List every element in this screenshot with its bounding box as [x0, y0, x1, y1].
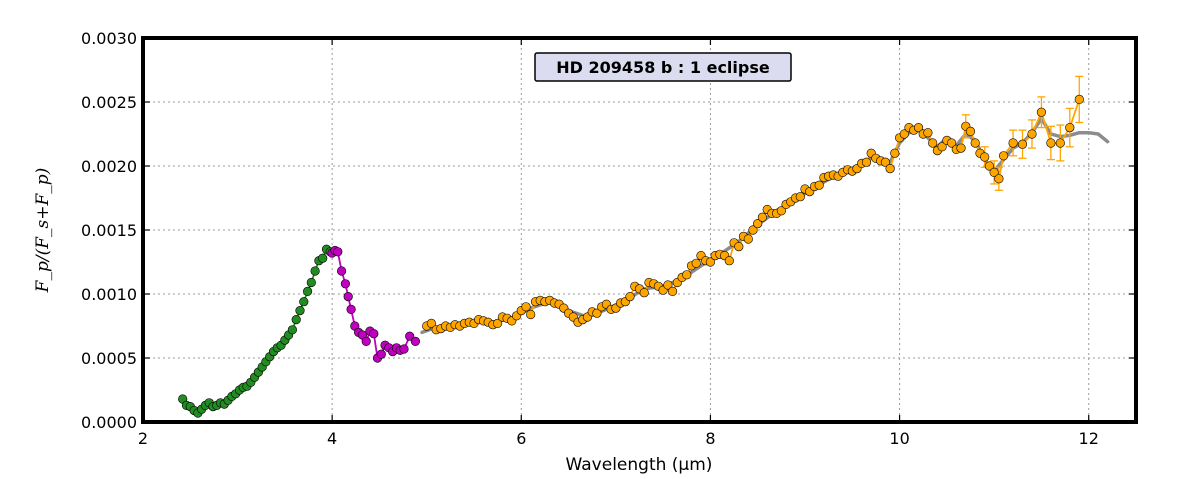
- data-point: [965, 126, 976, 136]
- data-point: [333, 247, 343, 257]
- data-point: [405, 331, 415, 341]
- series-line: [426, 99, 1081, 331]
- title-box-background: [534, 52, 792, 82]
- data-point: [956, 143, 966, 153]
- data-point: [663, 280, 673, 290]
- data-point: [1074, 94, 1084, 104]
- data-point: [369, 329, 379, 339]
- series-magenta: [327, 245, 421, 363]
- errorbar-group: [961, 75, 1084, 191]
- data-point: [705, 257, 716, 267]
- data-point: [890, 148, 900, 158]
- data-point: [1008, 138, 1018, 148]
- data-point: [340, 279, 351, 289]
- x-tick-label: 6: [516, 429, 526, 448]
- data-point: [734, 242, 744, 252]
- data-point: [291, 315, 301, 325]
- data-point: [691, 258, 701, 268]
- data-point: [970, 138, 980, 148]
- data-point: [899, 129, 909, 139]
- data-point: [1055, 138, 1065, 148]
- data-point: [337, 266, 347, 276]
- data-point: [1036, 107, 1046, 117]
- data-point: [310, 266, 320, 276]
- x-tick-label: 4: [327, 429, 337, 448]
- data-point: [426, 318, 437, 329]
- data-series-group: [178, 94, 1084, 418]
- x-axis-label: Wavelength (μm): [566, 455, 713, 475]
- data-point: [521, 302, 531, 312]
- data-point: [639, 288, 649, 298]
- data-point: [526, 309, 536, 320]
- data-point: [303, 286, 313, 297]
- data-point: [343, 292, 353, 302]
- data-point: [724, 256, 734, 266]
- data-point: [937, 142, 947, 152]
- x-tick-label: 12: [1079, 429, 1099, 448]
- data-point: [667, 286, 678, 297]
- series-orange: [422, 94, 1084, 335]
- data-point: [923, 128, 933, 138]
- data-point: [757, 212, 768, 222]
- data-point: [399, 344, 409, 354]
- x-tick-label: 10: [889, 429, 909, 448]
- data-point: [913, 122, 924, 133]
- data-point: [743, 234, 753, 244]
- data-point: [361, 336, 371, 347]
- data-point: [493, 318, 503, 329]
- y-tick-label: 0.0015: [81, 221, 137, 240]
- data-point: [748, 225, 758, 235]
- data-point: [885, 164, 895, 174]
- data-point: [980, 152, 990, 162]
- data-point: [346, 304, 356, 315]
- data-point: [994, 174, 1004, 184]
- data-point: [928, 138, 938, 148]
- data-point: [306, 277, 316, 288]
- data-point: [682, 270, 692, 280]
- data-point: [989, 167, 999, 177]
- data-point: [1027, 129, 1037, 139]
- data-point: [287, 325, 298, 335]
- data-point: [376, 349, 386, 359]
- chart-title: HD 209458 b : 1 eclipse: [556, 58, 770, 77]
- data-point: [776, 206, 787, 216]
- model-curve: [420, 116, 1110, 335]
- x-tick-label: 8: [705, 429, 715, 448]
- x-tick-label: 2: [138, 429, 148, 448]
- data-point: [880, 157, 891, 167]
- data-point: [1046, 138, 1056, 148]
- y-tick-label: 0.0010: [81, 285, 137, 304]
- data-point: [861, 157, 872, 167]
- data-point: [295, 306, 305, 316]
- y-tick-label: 0.0005: [81, 349, 137, 368]
- data-point: [592, 308, 602, 318]
- y-tick-label: 0.0020: [81, 157, 137, 176]
- data-point: [299, 297, 309, 307]
- data-point: [410, 336, 421, 347]
- model-curve-group: [420, 116, 1110, 335]
- y-axis-label: F_p/(F_s+F_p): [33, 168, 53, 294]
- data-point: [946, 138, 957, 148]
- data-point: [1065, 122, 1075, 133]
- series-line: [331, 249, 417, 360]
- series-line: [181, 247, 331, 415]
- grid: [142, 37, 1136, 423]
- data-point: [998, 151, 1009, 161]
- data-point: [318, 253, 328, 263]
- y-tick-label: 0.0000: [81, 413, 137, 432]
- data-point: [984, 161, 995, 171]
- data-point: [814, 180, 824, 190]
- data-point: [625, 292, 635, 302]
- series-green: [178, 244, 335, 418]
- data-point: [1017, 139, 1028, 149]
- axis-ticks: 2 4 6 8 10 12 0.0000 0.0005 0.0010 0.0015 0.0020 0.…: [81, 29, 1136, 448]
- y-tick-label: 0.0030: [81, 29, 137, 48]
- y-tick-label: 0.0025: [81, 93, 137, 112]
- data-point: [753, 219, 763, 229]
- title-box: HD 209458 b : 1 eclipse: [534, 52, 792, 82]
- data-point: [795, 192, 805, 202]
